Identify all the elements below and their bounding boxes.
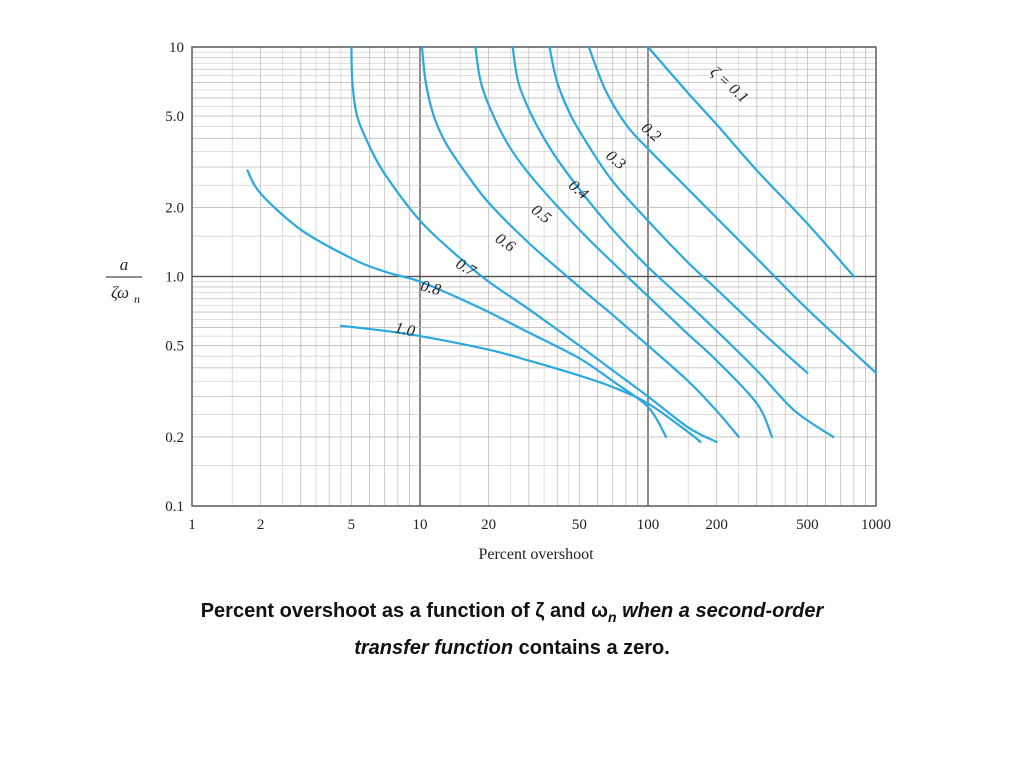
tick-labels: 1 2 5 10 20 50 100 200 500 1000 0.1 0.2 0.5 1.0 2.0 5.0… — [165, 40, 891, 533]
y-axis-label-subscript: n — [134, 292, 140, 306]
curve-label-7: 0.8 — [419, 278, 443, 300]
figure-caption: Percent overshoot as a function of ζ and… — [0, 596, 1024, 664]
y-tick-label: 0.1 — [165, 499, 184, 515]
x-tick-label: 2 — [257, 517, 265, 533]
caption-part2: when a second-order — [616, 600, 824, 622]
curve-label-8: 1.0 — [393, 319, 416, 340]
curves — [246, 45, 878, 444]
x-tick-label: 100 — [637, 517, 660, 533]
y-tick-label: 0.5 — [165, 339, 184, 355]
x-tick-label: 10 — [413, 517, 428, 533]
y-tick-label: 0.2 — [165, 430, 184, 446]
curve-label-4: 0.5 — [528, 202, 554, 228]
series-line-8 — [339, 324, 702, 444]
caption-part1: Percent overshoot as a function of ζ and… — [200, 600, 608, 622]
series-line-1 — [587, 45, 878, 374]
plot-frame — [191, 46, 877, 507]
series-line-0 — [646, 45, 855, 278]
y-tick-label: 1.0 — [165, 270, 184, 286]
y-tick-label: 2.0 — [165, 200, 184, 216]
series-line-3 — [511, 45, 835, 438]
series-line-2 — [548, 45, 809, 374]
y-axis-label-denominator: ζω — [111, 283, 129, 302]
x-axis-label: Percent overshoot — [478, 546, 594, 563]
x-tick-label: 1 — [188, 517, 196, 533]
x-tick-label: 20 — [481, 517, 496, 533]
series-line-7 — [246, 169, 668, 438]
x-tick-label: 1000 — [861, 517, 891, 533]
grid — [191, 46, 877, 507]
x-tick-label: 5 — [348, 517, 356, 533]
caption-part4: contains a zero. — [513, 637, 670, 659]
series-line-5 — [420, 45, 740, 438]
series-line-6 — [350, 45, 718, 444]
y-tick-label: 10 — [169, 40, 184, 56]
overshoot-chart: ζ = 0.10.20.30.40.50.60.70.81.0 1 2 5 10 20 5… — [106, 40, 891, 563]
series-line-4 — [474, 45, 774, 438]
y-axis-label: a ζω n — [106, 255, 142, 306]
curve-label-0: ζ = 0.1 — [707, 64, 752, 107]
caption-subscript: n — [608, 609, 617, 625]
x-tick-label: 50 — [572, 517, 587, 533]
y-axis-label-numerator: a — [120, 255, 129, 274]
curve-label-5: 0.6 — [492, 230, 518, 255]
curve-label-2: 0.3 — [602, 147, 628, 173]
x-tick-label: 500 — [796, 517, 819, 533]
y-tick-label: 5.0 — [165, 109, 184, 125]
caption-part3: transfer function — [354, 637, 514, 659]
x-tick-label: 200 — [705, 517, 728, 533]
